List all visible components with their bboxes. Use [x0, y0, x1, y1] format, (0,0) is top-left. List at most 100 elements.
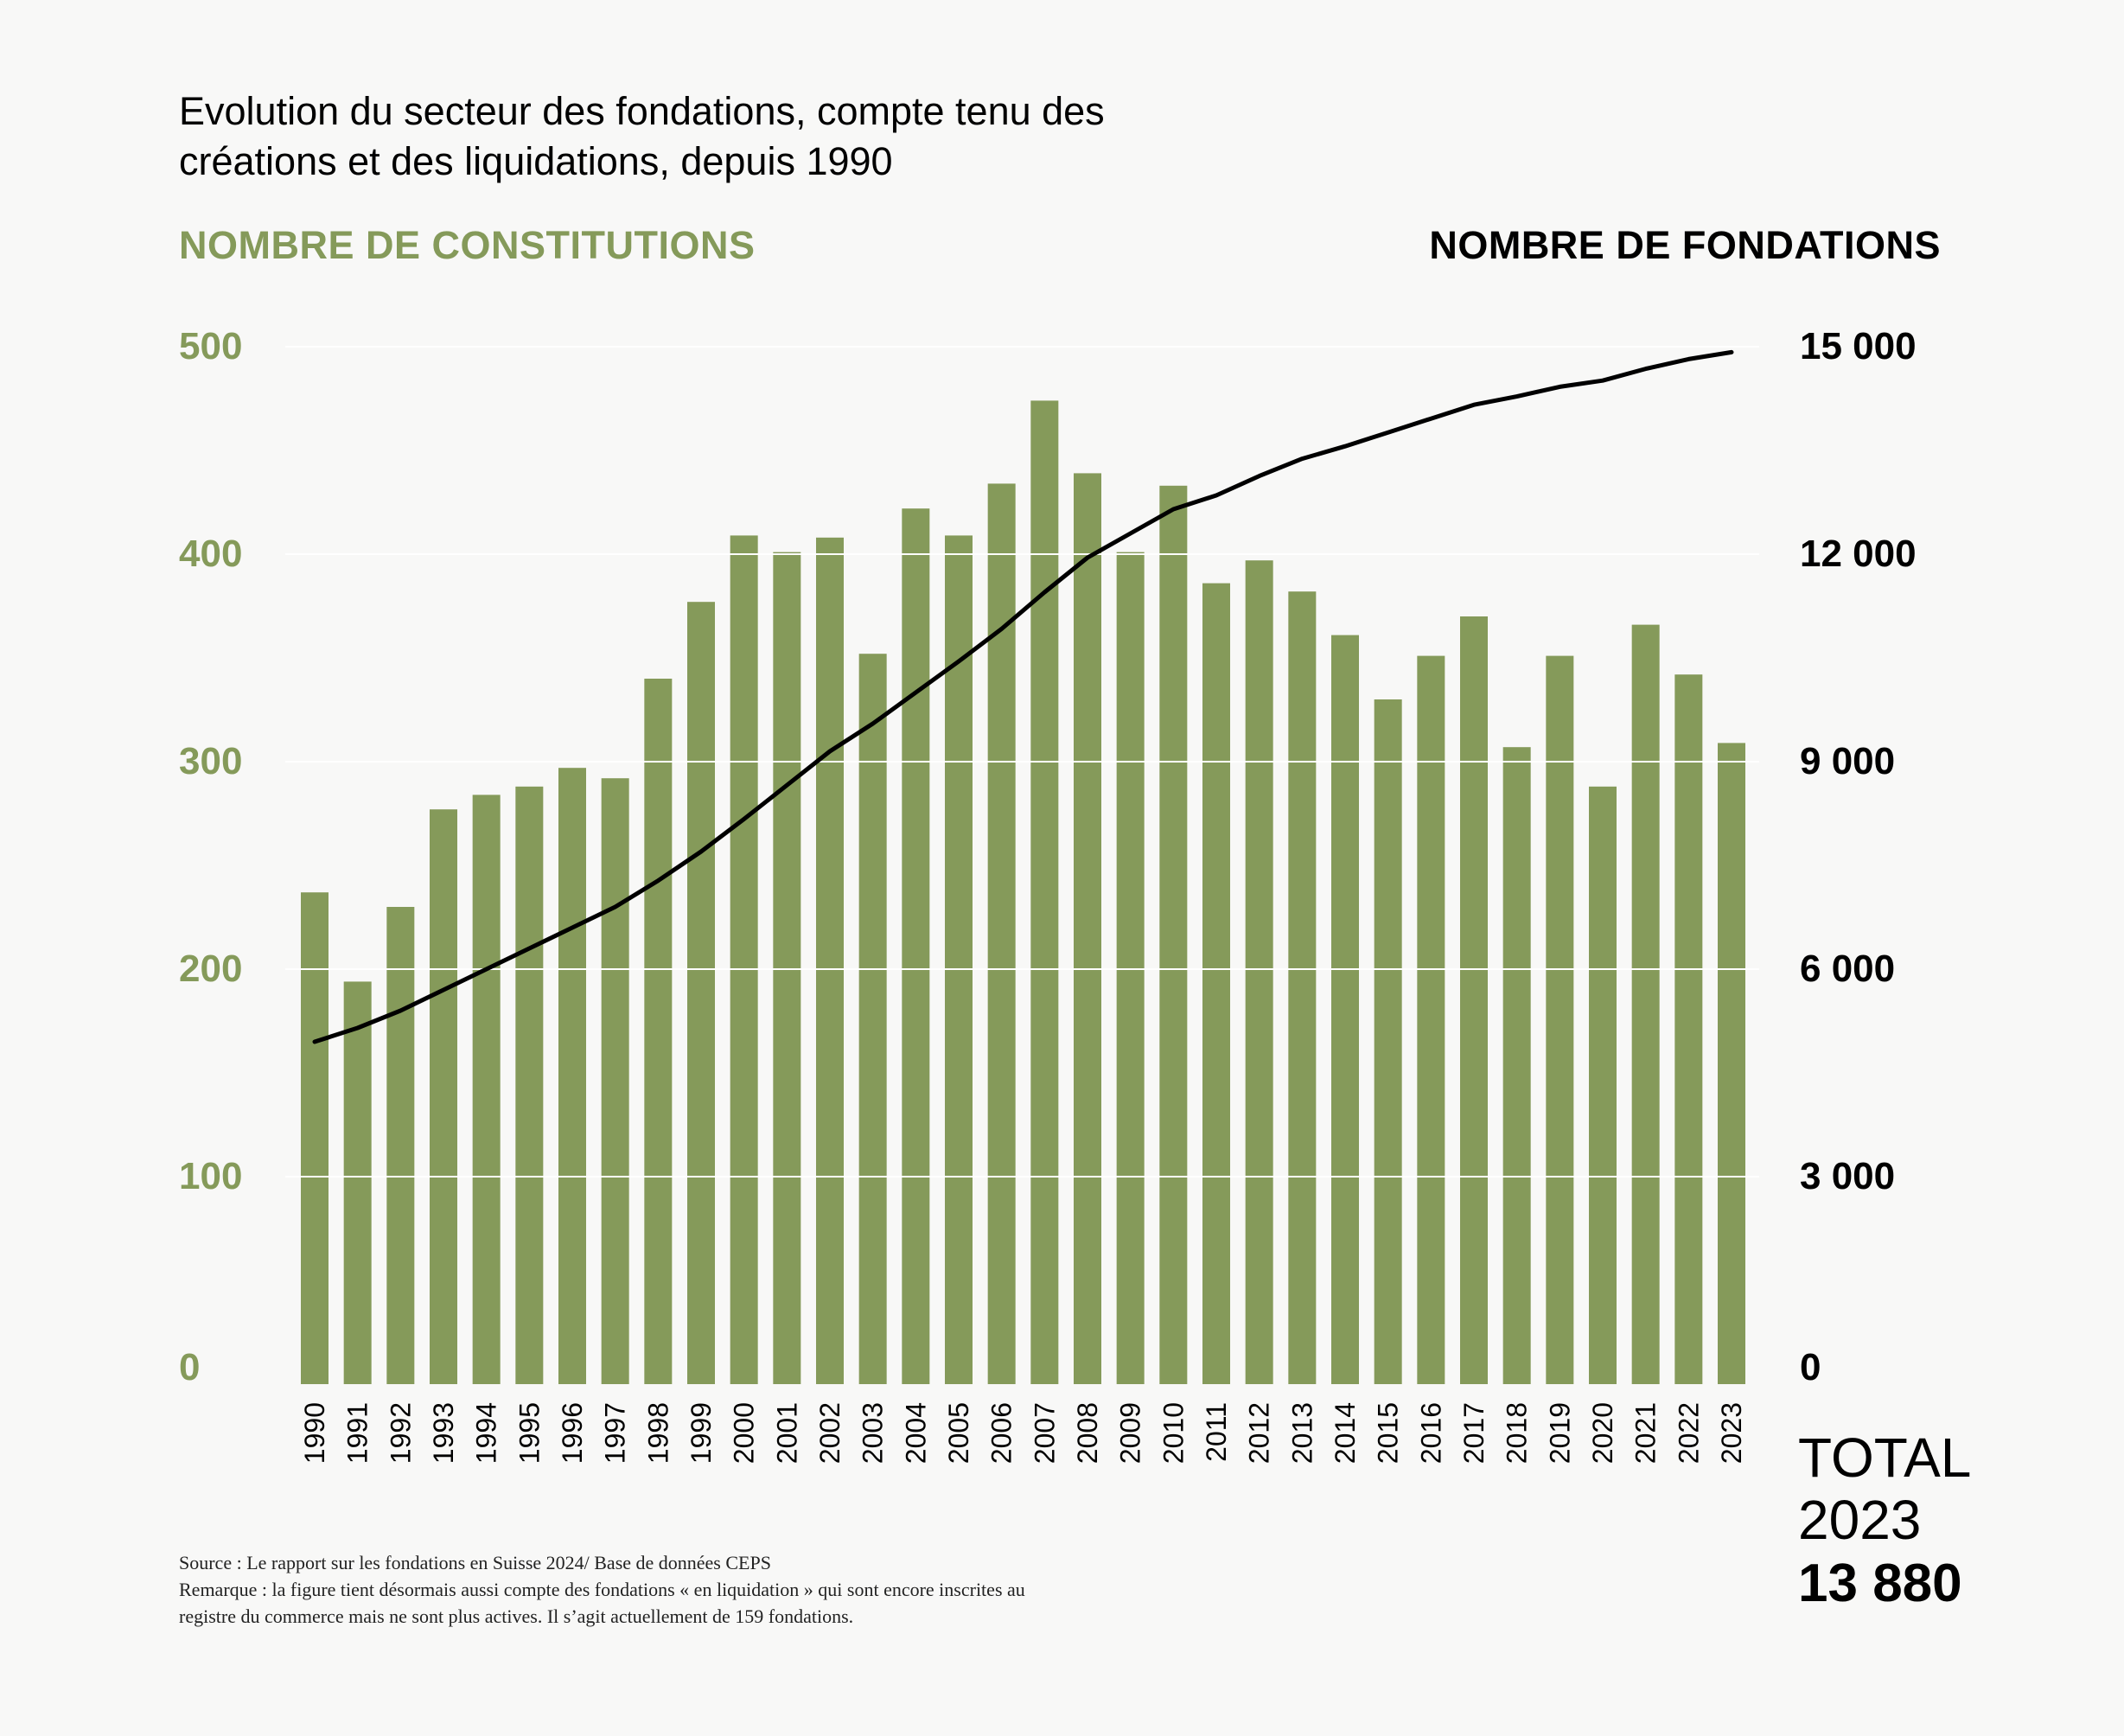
- x-tick-2008: 2008: [1072, 1402, 1103, 1464]
- chart-title: Evolution du secteur des fondations, com…: [179, 86, 1303, 187]
- left-tick-500: 500: [179, 325, 242, 367]
- right-tick-12000: 12 000: [1800, 533, 1917, 575]
- x-tick-2004: 2004: [900, 1402, 931, 1464]
- line-layer: [312, 349, 1734, 1044]
- x-tick-2010: 2010: [1158, 1402, 1189, 1464]
- right-axis-title: NOMBRE DE FONDATIONS: [1429, 223, 1941, 267]
- bars-layer: [301, 400, 1745, 1384]
- left-tick-0: 0: [179, 1346, 200, 1388]
- bar-2010: [1159, 485, 1188, 1384]
- bar-2020: [1589, 786, 1617, 1384]
- x-tick-1992: 1992: [385, 1402, 416, 1464]
- x-tick-1991: 1991: [342, 1402, 373, 1464]
- bar-2019: [1546, 655, 1574, 1384]
- bar-2008: [1074, 473, 1101, 1384]
- left-tick-300: 300: [179, 740, 242, 782]
- x-tick-2012: 2012: [1244, 1402, 1275, 1464]
- x-tick-1995: 1995: [513, 1402, 545, 1464]
- chart-title-line-2: créations et des liquidations, depuis 19…: [179, 139, 893, 183]
- bar-2005: [945, 535, 973, 1384]
- bar-1999: [687, 602, 715, 1384]
- left-tick-400: 400: [179, 533, 242, 575]
- x-tick-1999: 1999: [686, 1402, 717, 1464]
- x-tick-1998: 1998: [642, 1402, 673, 1464]
- bar-1995: [515, 786, 544, 1384]
- bar-2021: [1631, 624, 1660, 1384]
- bar-2004: [902, 508, 930, 1384]
- x-tick-2003: 2003: [858, 1402, 889, 1464]
- source-note-line-2: Remarque : la figure tient désormais aus…: [179, 1579, 1025, 1600]
- x-tick-1993: 1993: [428, 1402, 459, 1464]
- x-tick-2011: 2011: [1201, 1402, 1232, 1462]
- x-tick-2002: 2002: [814, 1402, 845, 1464]
- chart-title-line-1: Evolution du secteur des fondations, com…: [179, 89, 1105, 133]
- right-tick-3000: 3 000: [1800, 1155, 1895, 1197]
- right-axis-ticks: 0 3 000 6 000 9 000 12 000 15 000: [1800, 325, 1917, 1388]
- x-tick-2021: 2021: [1630, 1402, 1662, 1464]
- left-tick-200: 200: [179, 948, 242, 990]
- grid-layer: [285, 346, 1759, 1178]
- bar-2023: [1718, 743, 1745, 1384]
- bar-1996: [558, 768, 586, 1384]
- x-tick-2020: 2020: [1587, 1402, 1618, 1464]
- x-axis-ticks: 1990 1991 1992 1993 1994 1995 1996 1997 1998 1999…: [299, 1402, 1747, 1464]
- bar-2014: [1331, 635, 1359, 1384]
- bar-2018: [1502, 747, 1531, 1384]
- total-year: 2023: [1798, 1489, 1922, 1551]
- bar-2003: [858, 654, 887, 1384]
- total-block: TOTAL 2023 13 880: [1798, 1426, 1971, 1617]
- x-tick-2001: 2001: [771, 1402, 802, 1464]
- x-tick-2000: 2000: [729, 1402, 760, 1464]
- right-tick-15000: 15 000: [1800, 325, 1917, 367]
- bar-2009: [1116, 552, 1145, 1384]
- bar-2002: [816, 537, 844, 1384]
- x-tick-2014: 2014: [1330, 1402, 1361, 1464]
- bar-1998: [644, 679, 673, 1384]
- x-tick-2018: 2018: [1502, 1402, 1533, 1464]
- bar-2013: [1288, 591, 1317, 1384]
- x-tick-2006: 2006: [986, 1402, 1017, 1464]
- bar-1992: [386, 907, 415, 1384]
- left-axis-ticks: 0 100 200 300 400 500: [179, 325, 242, 1388]
- source-note: Source : Le rapport sur les fondations e…: [179, 1549, 1303, 1630]
- bar-2007: [1030, 400, 1059, 1384]
- bar-2011: [1202, 583, 1230, 1384]
- bar-2015: [1374, 699, 1402, 1384]
- bar-1990: [301, 892, 328, 1384]
- x-tick-1990: 1990: [299, 1402, 330, 1464]
- x-tick-1996: 1996: [557, 1402, 588, 1464]
- right-tick-9000: 9 000: [1800, 740, 1895, 782]
- bar-2001: [773, 552, 801, 1384]
- total-label: TOTAL: [1798, 1426, 1972, 1489]
- x-tick-2019: 2019: [1544, 1402, 1575, 1464]
- source-note-line-1: Source : Le rapport sur les fondations e…: [179, 1552, 771, 1573]
- x-tick-2022: 2022: [1673, 1402, 1704, 1464]
- right-tick-6000: 6 000: [1800, 948, 1895, 990]
- x-tick-2005: 2005: [943, 1402, 974, 1464]
- x-tick-2009: 2009: [1115, 1402, 1146, 1464]
- source-note-line-3: registre du commerce mais ne sont plus a…: [179, 1605, 854, 1627]
- bar-1991: [343, 981, 372, 1384]
- bar-2022: [1674, 674, 1703, 1384]
- x-tick-1994: 1994: [471, 1402, 502, 1464]
- x-tick-2017: 2017: [1458, 1402, 1489, 1464]
- x-tick-1997: 1997: [600, 1402, 631, 1464]
- bar-2017: [1460, 616, 1488, 1384]
- bar-1994: [472, 795, 501, 1384]
- left-axis-title: NOMBRE DE CONSTITUTIONS: [179, 223, 756, 267]
- x-tick-2023: 2023: [1716, 1402, 1747, 1464]
- total-foundations-line: [312, 349, 1734, 1044]
- left-tick-100: 100: [179, 1155, 242, 1197]
- bar-2012: [1245, 560, 1273, 1384]
- bar-2016: [1417, 655, 1445, 1384]
- x-tick-2007: 2007: [1029, 1402, 1060, 1464]
- x-tick-2016: 2016: [1415, 1402, 1446, 1464]
- total-value: 13 880: [1798, 1554, 1962, 1613]
- bar-2000: [730, 535, 758, 1384]
- chart: 0 100 200 300 400 500 0 3 000 6 000 9 000 12 000 1…: [179, 325, 1917, 1464]
- bar-1993: [430, 809, 457, 1384]
- x-tick-2015: 2015: [1373, 1402, 1404, 1464]
- bar-1997: [601, 778, 629, 1384]
- x-tick-2013: 2013: [1286, 1402, 1317, 1464]
- right-tick-0: 0: [1800, 1346, 1821, 1388]
